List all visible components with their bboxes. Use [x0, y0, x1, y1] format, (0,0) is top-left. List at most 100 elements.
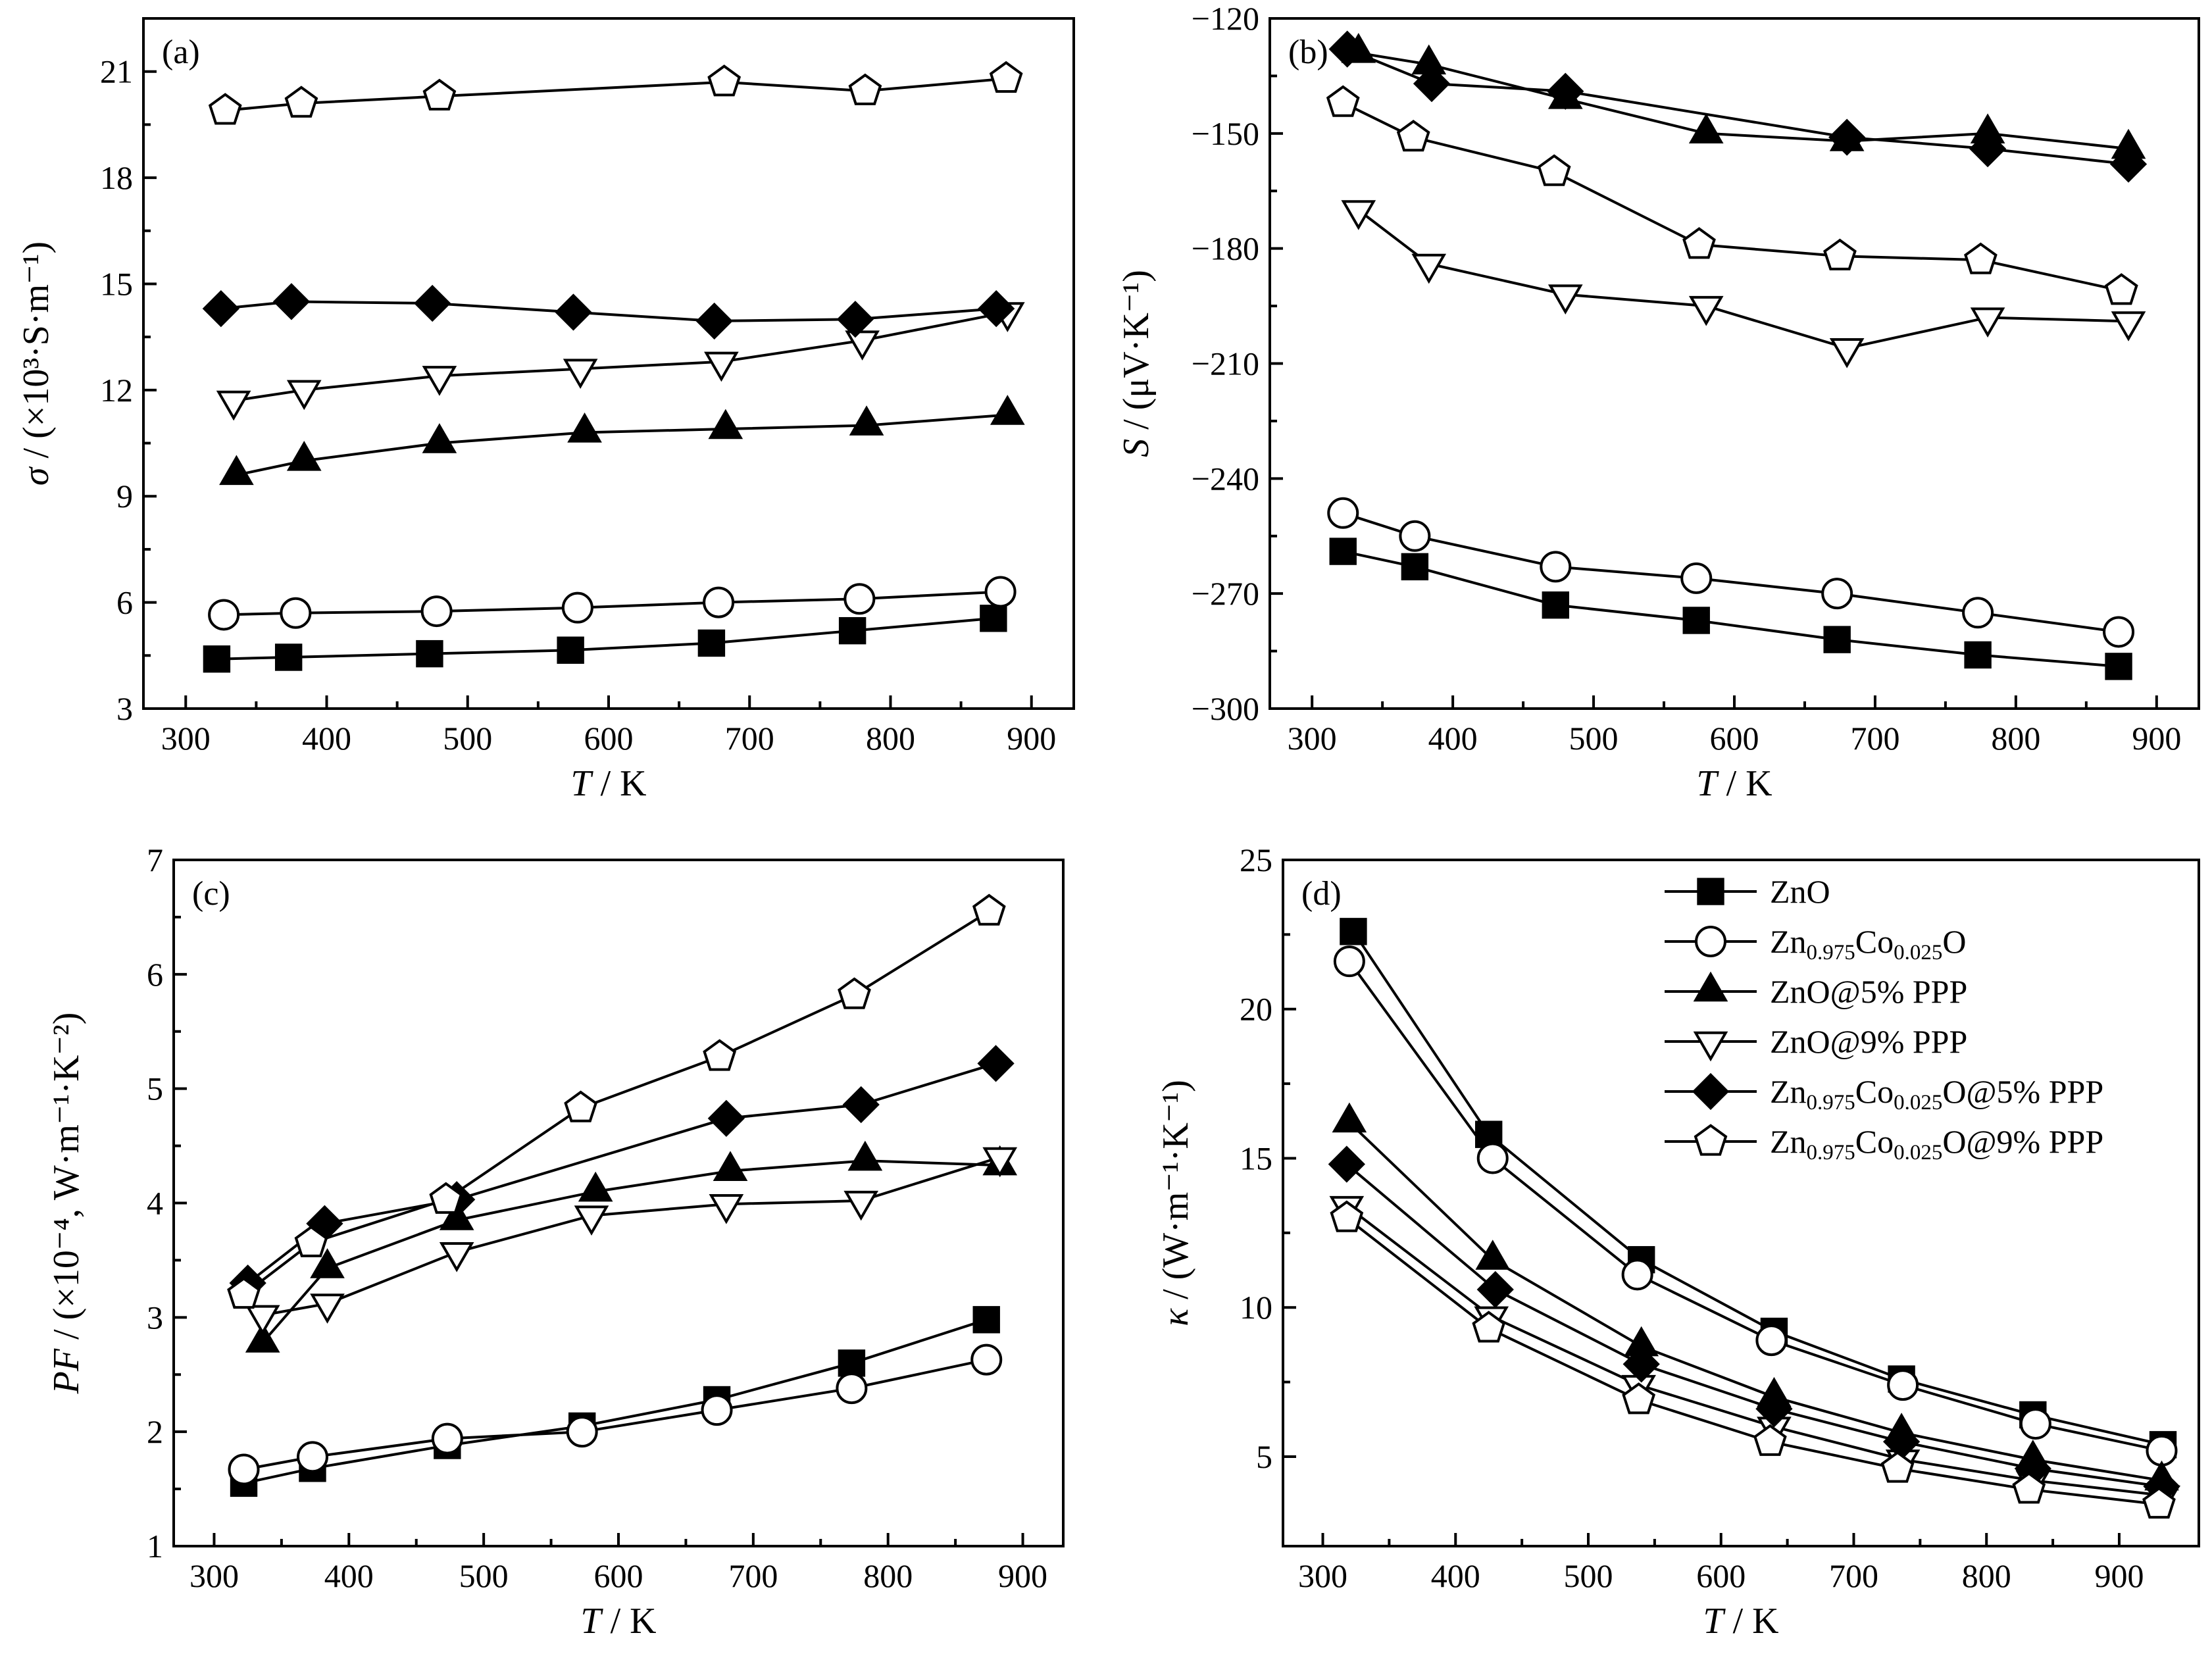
- data-point: [208, 93, 242, 125]
- x-axis-label: T / K: [1703, 1601, 1778, 1642]
- series-ZnO@9% PPP: [1341, 200, 2146, 368]
- data-point: [429, 1182, 463, 1214]
- x-tick-label: 500: [443, 720, 492, 757]
- data-point: [707, 1099, 745, 1137]
- y-tick-label: 20: [1240, 991, 1272, 1028]
- data-point: [1399, 520, 1431, 552]
- data-point: [1970, 307, 2005, 338]
- data-point: [202, 289, 239, 328]
- plot-frame: [1269, 17, 2200, 710]
- y-tick-label: 5: [1256, 1438, 1272, 1475]
- series-Zn0.975Co0.025O@9% PPP: [1330, 1200, 2176, 1519]
- data-point: [422, 423, 457, 453]
- y-tick-label: 3: [147, 1299, 163, 1336]
- series-Zn0.975Co0.025O@5% PPP: [202, 283, 1015, 340]
- data-point: [310, 1248, 345, 1278]
- panel-c: 300 400 500 600 700 800 900 1 2 3 4 5 6 7 T / K PF / (×…: [46, 841, 1065, 1642]
- y-axis-label: κ / (W·m⁻¹·K⁻¹): [1155, 1080, 1196, 1326]
- series-line: [243, 1318, 987, 1485]
- data-point: [1328, 30, 1366, 68]
- data-point: [1542, 591, 1569, 619]
- data-point: [990, 395, 1025, 425]
- data-point: [566, 1416, 598, 1448]
- data-point: [1411, 253, 1447, 284]
- data-point: [1540, 551, 1572, 583]
- series-ZnO: [203, 605, 1007, 673]
- data-point: [697, 629, 726, 657]
- y-tick-label: −300: [1192, 690, 1259, 727]
- x-tick-label: 400: [1431, 1557, 1480, 1594]
- data-point: [564, 1090, 598, 1122]
- data-point: [1537, 154, 1571, 186]
- data-point: [561, 591, 593, 624]
- x-tick-label: 300: [1298, 1557, 1347, 1594]
- data-point: [836, 1372, 868, 1405]
- y-axis-variable: κ: [1155, 1308, 1196, 1326]
- x-tick-label: 300: [189, 1557, 239, 1594]
- data-point: [713, 1151, 748, 1182]
- x-tick-label: 600: [594, 1557, 643, 1594]
- data-point: [1475, 1240, 1511, 1270]
- data-point: [1333, 945, 1365, 978]
- data-point: [422, 366, 457, 396]
- series-ZnO: [230, 1306, 1000, 1497]
- data-point: [578, 1171, 613, 1202]
- data-point: [1688, 113, 1724, 144]
- panel-a: 300 400 500 600 700 800 900 3 6 9 12 15 18 21 T / K σ /…: [16, 17, 1075, 804]
- y-tick-label: −210: [1192, 345, 1259, 382]
- series-Zn0.975Co0.025O: [1327, 497, 2135, 648]
- data-point: [228, 1453, 260, 1486]
- data-point: [989, 61, 1023, 93]
- y-axis-variable: σ: [16, 466, 57, 486]
- data-point: [842, 1086, 880, 1124]
- y-tick-label: −120: [1192, 0, 1259, 37]
- series-line: [1348, 961, 2162, 1452]
- x-axis-variable: T: [1703, 1601, 1726, 1642]
- y-tick-label: 25: [1240, 841, 1272, 878]
- data-point: [695, 302, 733, 340]
- data-point: [1622, 1345, 1660, 1383]
- data-point: [704, 351, 739, 382]
- data-point: [1327, 497, 1359, 529]
- data-point: [280, 597, 312, 629]
- data-point: [972, 893, 1006, 926]
- data-point: [1330, 1200, 1364, 1232]
- data-point: [1682, 227, 1716, 259]
- series-ZnO@5% PPP: [245, 1140, 1018, 1353]
- data-point: [1413, 64, 1451, 103]
- legend-entry: ZnO@5% PPP: [1665, 971, 1967, 1010]
- data-point: [1828, 118, 1866, 156]
- x-tick-label: 500: [1564, 1557, 1613, 1594]
- x-tick-label: 800: [1991, 720, 2040, 757]
- data-point: [703, 586, 735, 618]
- x-axis-unit: / K: [1717, 763, 1772, 804]
- x-tick-label: 900: [2094, 1557, 2144, 1594]
- data-point: [203, 645, 231, 673]
- data-point: [707, 64, 742, 97]
- legend-entry: Zn0.975Co0.025O@5% PPP: [1665, 1072, 2103, 1115]
- data-point: [557, 636, 584, 664]
- x-tick-label: 800: [1962, 1557, 2011, 1594]
- panel-label: (a): [162, 34, 200, 71]
- series-line: [1357, 209, 2129, 350]
- x-tick-label: 700: [1850, 720, 1899, 757]
- x-axis-variable: T: [580, 1601, 603, 1642]
- x-axis-label: T / K: [570, 763, 646, 804]
- data-point: [2105, 653, 2132, 680]
- data-point: [1823, 238, 1857, 270]
- x-axis-label: T / K: [580, 1601, 656, 1642]
- data-point: [1332, 1102, 1367, 1133]
- series-Zn0.975Co0.025O@9% PPP: [227, 893, 1006, 1309]
- y-tick-label: 12: [100, 372, 133, 409]
- y-axis-unit: / (μV·K⁻¹): [1116, 270, 1157, 439]
- x-tick-label: 800: [863, 1557, 913, 1594]
- series-ZnO: [1329, 538, 2132, 680]
- series-line: [247, 1062, 997, 1284]
- x-axis-unit: / K: [1724, 1601, 1779, 1642]
- x-axis-variable: T: [1696, 763, 1719, 804]
- x-tick-label: 300: [1288, 720, 1337, 757]
- series-Zn0.975Co0.025O@9% PPP: [1326, 85, 2138, 305]
- series-line: [1352, 930, 2163, 1446]
- y-tick-label: 6: [116, 584, 133, 621]
- data-point: [977, 1045, 1015, 1082]
